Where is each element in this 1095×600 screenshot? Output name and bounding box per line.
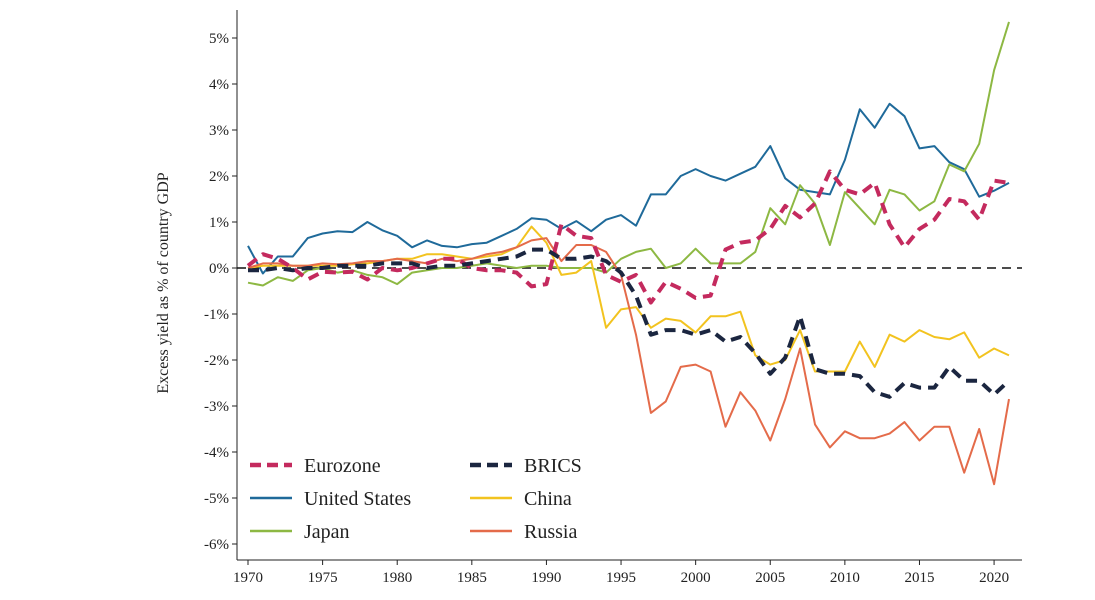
x-tick-label: 2015 bbox=[904, 570, 934, 586]
axes: -6% -5% -4% -3% -2% -1% 0% 1% 2% 3% 4% 5% 1970 1975 19… bbox=[204, 10, 1022, 586]
x-tick-label: 2010 bbox=[830, 570, 860, 586]
x-tick-label: 1975 bbox=[308, 570, 338, 586]
y-axis-title: Excess yield as % of country GDP bbox=[155, 172, 172, 393]
y-tick-label: 5% bbox=[209, 31, 229, 47]
y-tick-label: -3% bbox=[204, 399, 229, 415]
y-tick-label: -6% bbox=[204, 537, 229, 553]
y-tick-label: -4% bbox=[204, 445, 229, 461]
y-tick-label: 3% bbox=[209, 123, 229, 139]
y-tick-label: 2% bbox=[209, 169, 229, 185]
x-tick-label: 1970 bbox=[233, 570, 263, 586]
y-tick-label: 0% bbox=[209, 261, 229, 277]
y-axis-title-group: Excess yield as % of country GDP bbox=[155, 172, 172, 393]
x-tick-label: 1995 bbox=[606, 570, 636, 586]
legend: Eurozone BRICS United States China Japan Russ… bbox=[250, 455, 582, 543]
series-line-russia bbox=[247, 237, 1010, 486]
x-tick-label: 2005 bbox=[755, 570, 785, 586]
x-tick-label: 1990 bbox=[531, 570, 561, 586]
series-line-united-states bbox=[247, 102, 1010, 275]
series-layer bbox=[246, 21, 1011, 486]
legend-label-japan: Japan bbox=[304, 521, 350, 543]
y-tick-label: 1% bbox=[209, 215, 229, 231]
x-tick-label: 2020 bbox=[979, 570, 1009, 586]
x-tick-label: 1985 bbox=[457, 570, 487, 586]
series-line-brics bbox=[248, 247, 1011, 399]
y-tick-label: -1% bbox=[204, 307, 229, 323]
legend-label-united-states: United States bbox=[304, 488, 411, 510]
legend-label-eurozone: Eurozone bbox=[304, 455, 381, 477]
legend-label-china: China bbox=[524, 488, 572, 510]
legend-label-brics: BRICS bbox=[524, 455, 582, 477]
series-line-china bbox=[247, 225, 1010, 373]
legend-label-russia: Russia bbox=[524, 521, 577, 543]
series-line-eurozone bbox=[246, 169, 1010, 305]
x-tick-label: 2000 bbox=[681, 570, 711, 586]
x-tick-label: 1980 bbox=[382, 570, 412, 586]
series-line-japan bbox=[247, 21, 1010, 287]
y-tick-label: -5% bbox=[204, 491, 229, 507]
y-tick-label: 4% bbox=[209, 77, 229, 93]
y-tick-label: -2% bbox=[204, 353, 229, 369]
